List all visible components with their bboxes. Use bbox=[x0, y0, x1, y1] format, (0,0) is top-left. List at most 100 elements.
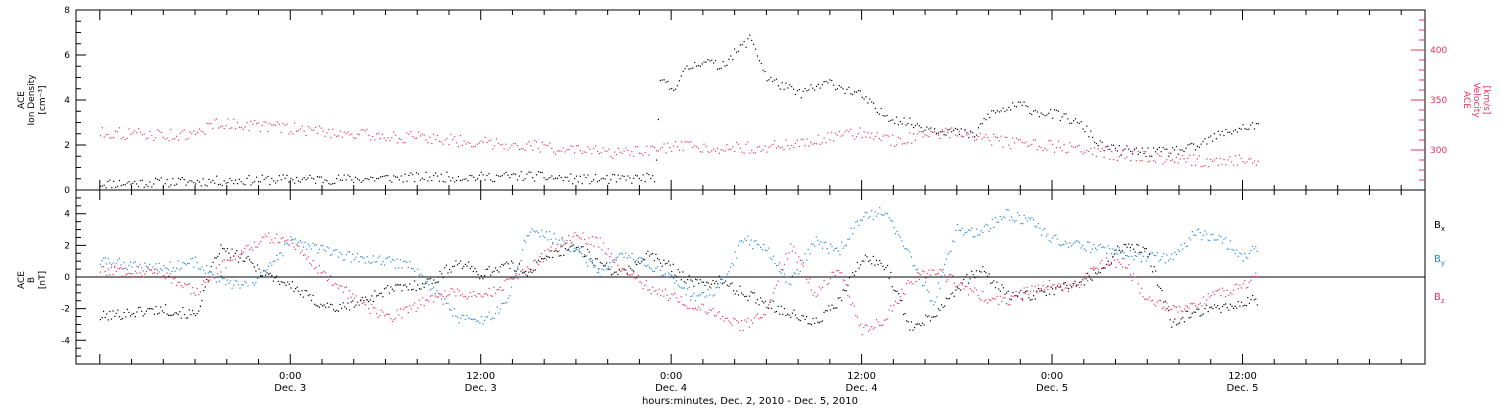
bottom-series-0-point-103 bbox=[263, 269, 265, 271]
bottom-series-0-point-712 bbox=[1229, 303, 1231, 305]
top-series-0-point-322 bbox=[713, 62, 715, 64]
bottom-series-0-point-502 bbox=[896, 290, 898, 292]
top-series-1-point-505 bbox=[1061, 150, 1063, 152]
top-series-1-point-315 bbox=[699, 151, 701, 153]
bottom-series-2-point-272 bbox=[531, 269, 533, 271]
top-series-0-point-382 bbox=[827, 82, 829, 84]
bottom-series-2-point-110 bbox=[274, 237, 276, 239]
bottom-series-0-point-524 bbox=[931, 316, 933, 318]
top-series-1-point-145 bbox=[376, 133, 378, 135]
bottom-series-2-point-203 bbox=[422, 297, 424, 299]
bottom-series-0-point-584 bbox=[1026, 290, 1028, 292]
bottom-series-0-point-186 bbox=[395, 284, 397, 286]
bottom-series-2-point-108 bbox=[271, 239, 273, 241]
bottom-series-0-point-146 bbox=[331, 304, 333, 306]
bottom-series-1-point-435 bbox=[790, 284, 792, 286]
bottom-series-0-point-246 bbox=[490, 274, 492, 276]
bottom-series-2-point-175 bbox=[377, 316, 379, 318]
bottom-series-2-point-1 bbox=[101, 265, 103, 268]
bottom-series-0-point-711 bbox=[1228, 309, 1230, 311]
bottom-series-0-point-5 bbox=[107, 319, 109, 321]
bottom-series-0-point-7 bbox=[110, 318, 113, 320]
bottom-series-0-point-565 bbox=[996, 281, 998, 283]
top-series-0-point-288 bbox=[648, 174, 650, 176]
top-series-1-point-269 bbox=[612, 157, 614, 159]
top-series-1-point-374 bbox=[812, 143, 814, 145]
bottom-series-2-point-490 bbox=[877, 321, 879, 323]
bottom-series-2-point-180 bbox=[385, 313, 387, 315]
top-series-0-point-323 bbox=[714, 60, 717, 62]
bottom-series-0-point-665 bbox=[1155, 270, 1157, 272]
bottom-series-2-point-124 bbox=[296, 243, 298, 245]
top-series-1-point-603 bbox=[1248, 158, 1250, 160]
bottom-series-1-point-21 bbox=[133, 262, 135, 264]
bottom-series-2-point-459 bbox=[828, 282, 830, 284]
top-series-0-point-350 bbox=[766, 80, 768, 82]
bottom-series-2-point-41 bbox=[164, 278, 167, 280]
bottom-series-0-point-115 bbox=[282, 281, 284, 283]
top-series-0-point-555 bbox=[1156, 148, 1158, 150]
top-series-1-point-508 bbox=[1067, 151, 1069, 153]
bottom-series-0-point-271 bbox=[529, 269, 532, 271]
bottom-series-0-point-266 bbox=[522, 272, 524, 274]
bottom-series-2-point-384 bbox=[709, 308, 711, 311]
bottom-series-0-point-608 bbox=[1064, 282, 1066, 284]
bottom-series-2-point-28 bbox=[144, 273, 146, 275]
top-series-0-point-283 bbox=[638, 178, 640, 180]
bottom-series-1-point-365 bbox=[679, 286, 681, 288]
bottom-series-2-point-65 bbox=[203, 280, 205, 282]
bottom-series-1-point-164 bbox=[360, 256, 362, 258]
top-series-1-point-151 bbox=[387, 137, 389, 139]
top-series-1-point-57 bbox=[208, 123, 210, 125]
bottom-series-1-point-565 bbox=[996, 221, 998, 223]
bottom-series-1-point-192 bbox=[404, 260, 406, 262]
top-series-0-point-117 bbox=[322, 181, 324, 184]
bottom-series-0-point-36 bbox=[156, 313, 159, 315]
top-series-0-point-587 bbox=[1217, 130, 1219, 132]
top-series-0-point-260 bbox=[595, 173, 597, 176]
bottom-series-0-point-43 bbox=[168, 314, 170, 316]
bottom-series-2-point-635 bbox=[1107, 264, 1109, 266]
bottom-series-2-point-720 bbox=[1242, 283, 1244, 285]
bottom-series-2-point-380 bbox=[702, 304, 705, 306]
bottom-series-0-point-147 bbox=[333, 309, 335, 311]
top-series-0-point-458 bbox=[972, 132, 974, 134]
bottom-series-0-point-121 bbox=[291, 281, 293, 283]
top-series-1-point-216 bbox=[511, 144, 513, 146]
bottom-series-2-point-51 bbox=[180, 285, 182, 287]
bottom-series-2-point-541 bbox=[958, 284, 960, 286]
bottom-series-2-point-14 bbox=[122, 275, 124, 277]
bottom-series-1-point-507 bbox=[904, 248, 906, 250]
bottom-series-1-point-45 bbox=[171, 270, 173, 272]
bottom-series-0-point-23 bbox=[136, 311, 138, 313]
bottom-series-2-point-283 bbox=[548, 250, 551, 252]
bottom-series-0-point-321 bbox=[609, 268, 611, 270]
bottom-series-0-point-336 bbox=[633, 270, 635, 272]
bottom-series-0-point-518 bbox=[921, 322, 924, 324]
top-series-1-point-397 bbox=[855, 136, 858, 138]
bottom-series-1-point-432 bbox=[785, 281, 787, 283]
top-series-0-point-366 bbox=[796, 90, 798, 92]
top-series-1-point-549 bbox=[1145, 151, 1147, 153]
bottom-series-0-point-8 bbox=[112, 310, 114, 312]
bottom-series-0-point-158 bbox=[350, 301, 352, 303]
bottom-series-2-point-639 bbox=[1113, 259, 1116, 261]
top-series-0-point-368 bbox=[800, 97, 802, 99]
bottom-series-1-point-415 bbox=[758, 244, 760, 246]
top-series-0-point-206 bbox=[492, 181, 494, 183]
bottom-series-0-point-399 bbox=[733, 290, 735, 292]
bottom-series-2-point-9 bbox=[114, 265, 116, 267]
top-series-1-point-221 bbox=[520, 148, 522, 150]
bottom-series-0-point-285 bbox=[552, 256, 554, 258]
bottom-series-1-point-38 bbox=[160, 268, 162, 270]
top-series-0-point-593 bbox=[1229, 131, 1231, 133]
bottom-series-0-point-690 bbox=[1194, 311, 1197, 313]
bottom-series-1-point-683 bbox=[1183, 242, 1185, 245]
bottom-series-0-point-365 bbox=[679, 271, 681, 273]
top-series-1-point-56 bbox=[206, 122, 208, 125]
bottom-series-1-point-643 bbox=[1120, 250, 1122, 252]
bottom-series-2-point-13 bbox=[120, 267, 122, 269]
bottom-series-2-point-581 bbox=[1021, 298, 1024, 300]
top-series-0-point-462 bbox=[979, 123, 981, 125]
top-series-0-point-495 bbox=[1042, 113, 1044, 116]
